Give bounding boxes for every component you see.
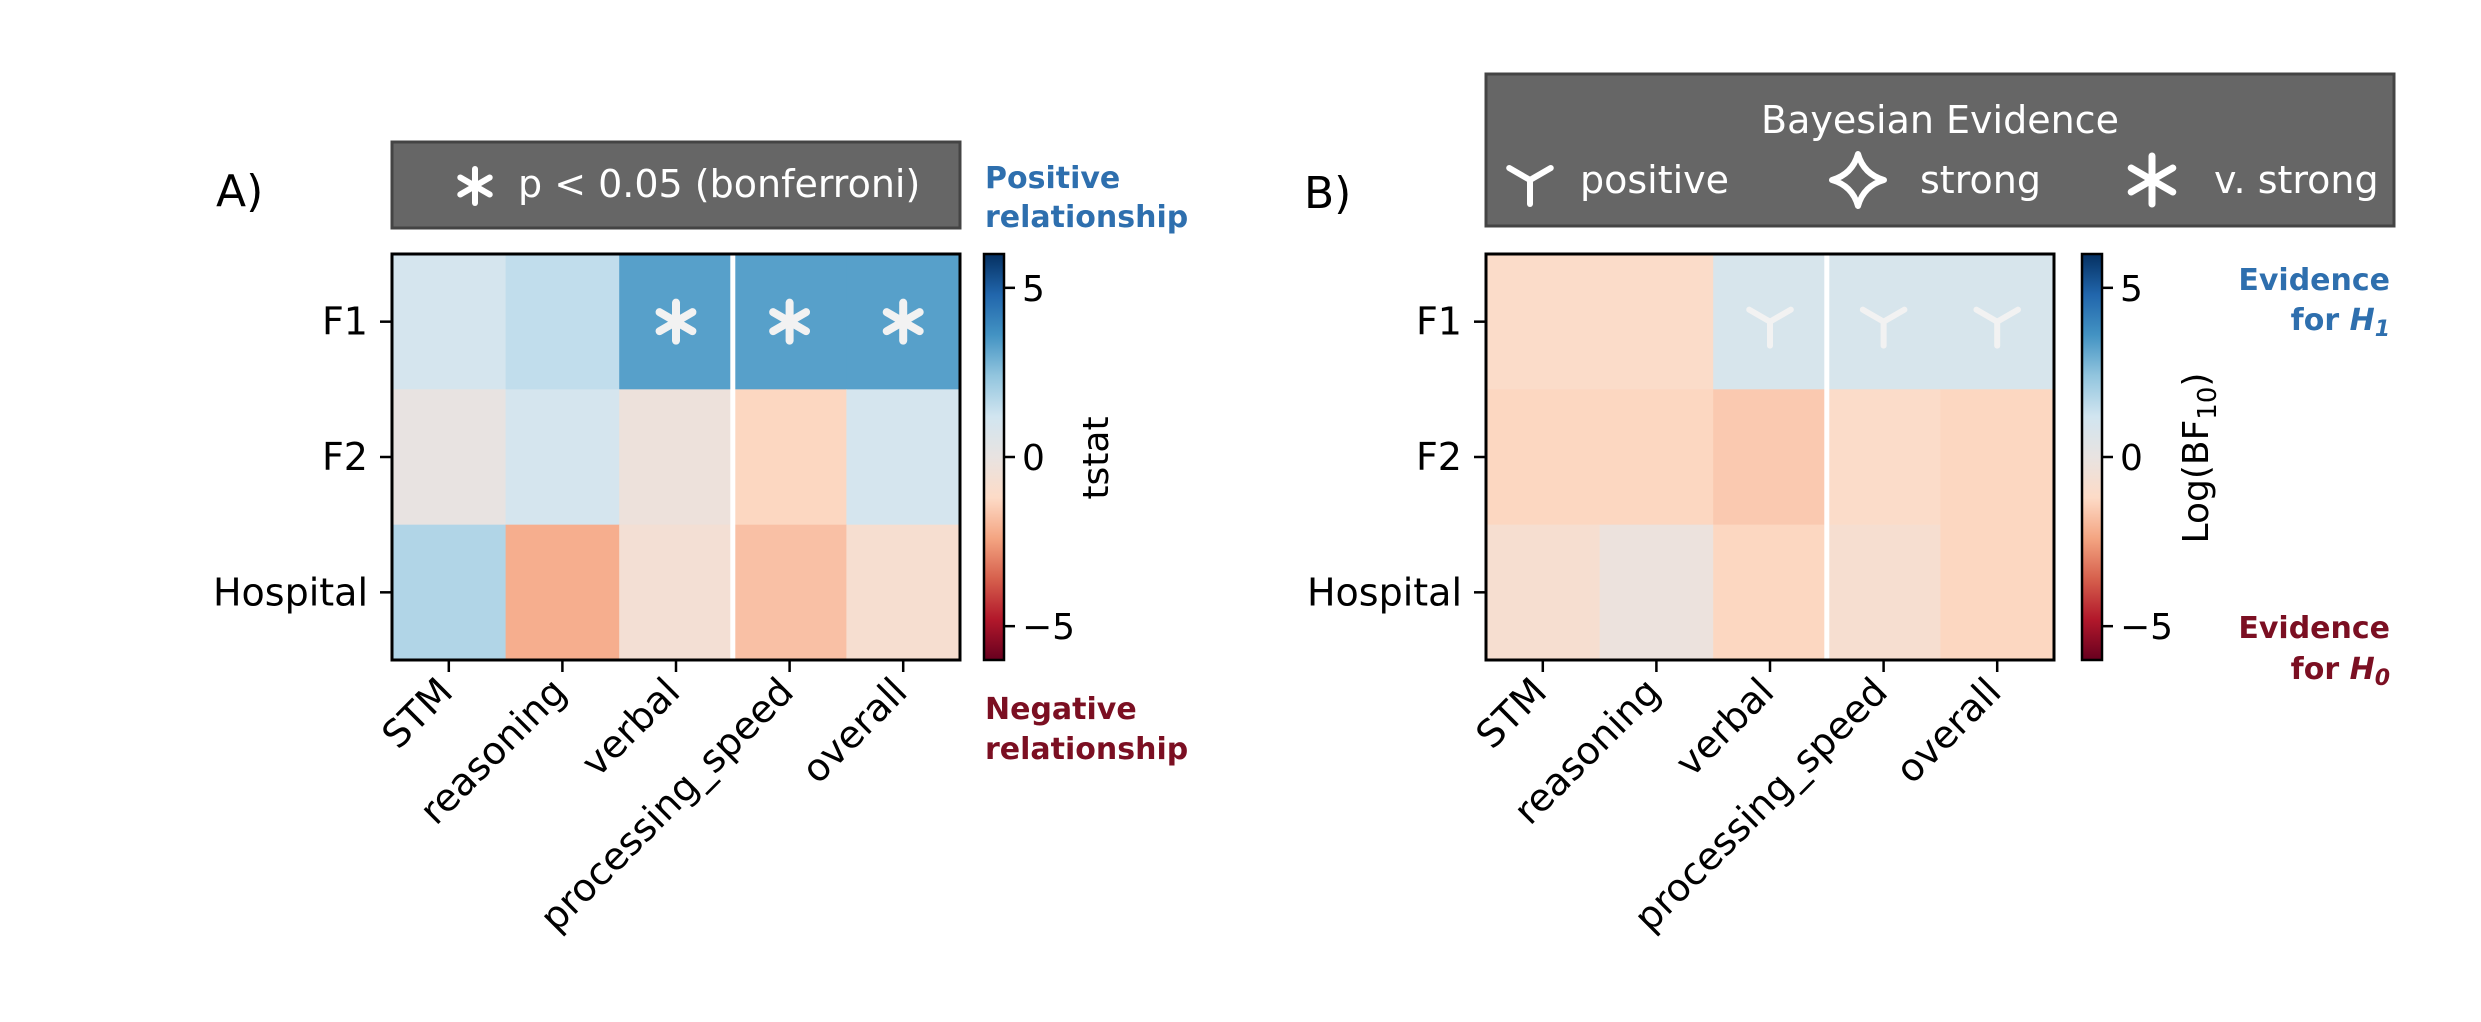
heatmap-cell-hospital-reasoning [1599, 524, 1714, 661]
bayesian-legend-title: Bayesian Evidence [1761, 98, 2119, 142]
y-tick-label-f2: F2 [1416, 435, 1462, 479]
asterisk-icon [457, 166, 493, 206]
heatmap-cell-hospital-verbal [1713, 524, 1828, 661]
panel-b: B) Bayesian Evidence positive strong v. … [1304, 72, 2396, 940]
x-tick-label-verbal: verbal [573, 669, 689, 785]
colorbar-b-ticks: −5 0 5 [2102, 269, 2173, 648]
panel-b-label: B) [1304, 168, 1351, 219]
heatmap-cell-hospital-overall [1940, 524, 2055, 661]
h1-note: Evidence for H1 [2238, 263, 2390, 342]
heatmap-cell-f2-stm [392, 389, 507, 526]
four-point-star-icon [1829, 151, 1887, 209]
heatmap-cell-hospital-processing-speed [732, 524, 847, 661]
significance-marker [769, 298, 811, 345]
h1-note-h: H [2350, 303, 2375, 338]
colorbar-b-label-close: ) [2176, 373, 2217, 387]
heatmap-cell-f1-reasoning [505, 254, 620, 390]
h0-note: Evidence for H0 [2238, 611, 2390, 691]
heatmap-cell-f2-processing-speed [1826, 389, 1941, 526]
heatmap-cell-f2-reasoning [1599, 389, 1714, 526]
heatmap-cell-hospital-verbal [619, 524, 734, 661]
x-tick-label-verbal: verbal [1667, 669, 1783, 785]
colorbar-tick-label: 0 [1022, 438, 1045, 479]
colorbar-b-label: Log(BF10) [2176, 373, 2223, 544]
x-tick-label-stm: STM [373, 669, 461, 757]
heatmap-cell-f2-stm [1486, 389, 1601, 526]
positive-note-line2: relationship [985, 200, 1188, 235]
h0-note-sub: 0 [2375, 666, 2390, 691]
y-tick-label-f2: F2 [322, 435, 368, 479]
colorbar-a-gradient [982, 252, 1006, 662]
h1-note-prefix: for [2291, 303, 2350, 338]
colorbar-b-label-sub: 10 [2193, 387, 2223, 420]
legend-item-strong-label: strong [1920, 158, 2041, 202]
colorbar-tick-label: 5 [2120, 269, 2143, 310]
heatmap-cell-hospital-reasoning [505, 524, 620, 661]
heatmap-a [392, 254, 961, 661]
legend-item-vstrong-label: v. strong [2214, 158, 2379, 202]
significance-legend-box [390, 140, 962, 230]
h0-note-h: H [2350, 652, 2375, 687]
panel-a-label: A) [216, 166, 263, 217]
y-tick-label-f1: F1 [322, 300, 368, 344]
colorbar-tick-label: 5 [1022, 269, 1045, 310]
heatmap-cell-f2-verbal [1713, 389, 1828, 526]
positive-note-line1: Positive [985, 161, 1120, 196]
y-tick-label-hospital: Hospital [213, 570, 368, 614]
y-tick-label-f1: F1 [1416, 300, 1462, 344]
colorbar-tick-label: −5 [2120, 607, 2173, 648]
heatmap-cell-f2-overall [1940, 389, 2055, 526]
x-tick-label-overall: overall [793, 669, 915, 791]
significance-legend-text: p < 0.05 (bonferroni) [518, 162, 920, 206]
colorbar-b-label-main: Log(BF [2176, 420, 2217, 544]
heatmap-cell-f1-stm [1486, 254, 1601, 390]
heatmap-cell-f2-processing-speed [732, 389, 847, 526]
heatmap-cell-f1-stm [392, 254, 507, 390]
h1-note-sub: 1 [2375, 317, 2390, 342]
heatmap-b [1486, 254, 2055, 661]
heatmap-cell-f2-overall [846, 389, 961, 526]
positive-note: Positive relationship [985, 161, 1188, 235]
panel-a: A) p < 0.05 (bonferroni) F1 F2 Hospital STM… [213, 140, 1188, 940]
bayesian-legend-box [1484, 72, 2396, 228]
heatmap-cell-hospital-stm [392, 524, 507, 661]
heatmap-cell-f2-reasoning [505, 389, 620, 526]
heatmap-cell-f1-reasoning [1599, 254, 1714, 390]
colorbar-a-ticks: −5 0 5 [1004, 269, 1075, 648]
heatmap-cell-hospital-overall [846, 524, 961, 661]
asterisk-icon [2127, 152, 2177, 208]
negative-note: Negative relationship [985, 692, 1188, 767]
bayesian-legend: Bayesian Evidence positive strong v. str… [1484, 72, 2396, 228]
negative-note-line1: Negative [985, 692, 1137, 727]
h1-note-line1: Evidence [2238, 263, 2390, 298]
colorbar-b: −5 0 5 Log(BF10) [2080, 252, 2223, 662]
significance-marker [655, 298, 697, 345]
heatmap-cell-hospital-stm [1486, 524, 1601, 661]
colorbar-tick-label: −5 [1022, 607, 1075, 648]
heatmap-cell-hospital-processing-speed [1826, 524, 1941, 661]
h1-note-line2: for H1 [2291, 303, 2390, 342]
legend-item-positive-label: positive [1580, 158, 1729, 202]
h0-note-prefix: for [2291, 652, 2350, 687]
h0-note-line2: for H0 [2291, 652, 2390, 691]
h0-note-line1: Evidence [2238, 611, 2390, 646]
x-tick-label-overall: overall [1887, 669, 2009, 791]
tri-icon [1506, 165, 1554, 207]
evidence-marker-positive [1859, 306, 1908, 349]
bayesian-legend-items [1506, 151, 2177, 209]
heatmap-cell-f2-verbal [619, 389, 734, 526]
significance-marker [882, 298, 924, 345]
significance-legend: p < 0.05 (bonferroni) [390, 140, 962, 230]
colorbar-a-label: tstat [1076, 416, 1117, 499]
evidence-marker-positive [1746, 306, 1794, 349]
colorbar-b-gradient [2080, 252, 2104, 662]
y-tick-label-hospital: Hospital [1307, 570, 1462, 614]
negative-note-line2: relationship [985, 732, 1188, 767]
x-tick-label-stm: STM [1467, 669, 1555, 757]
colorbar-tick-label: 0 [2120, 438, 2143, 479]
colorbar-a: −5 0 5 tstat [982, 252, 1117, 662]
evidence-marker-positive [1973, 306, 2021, 349]
